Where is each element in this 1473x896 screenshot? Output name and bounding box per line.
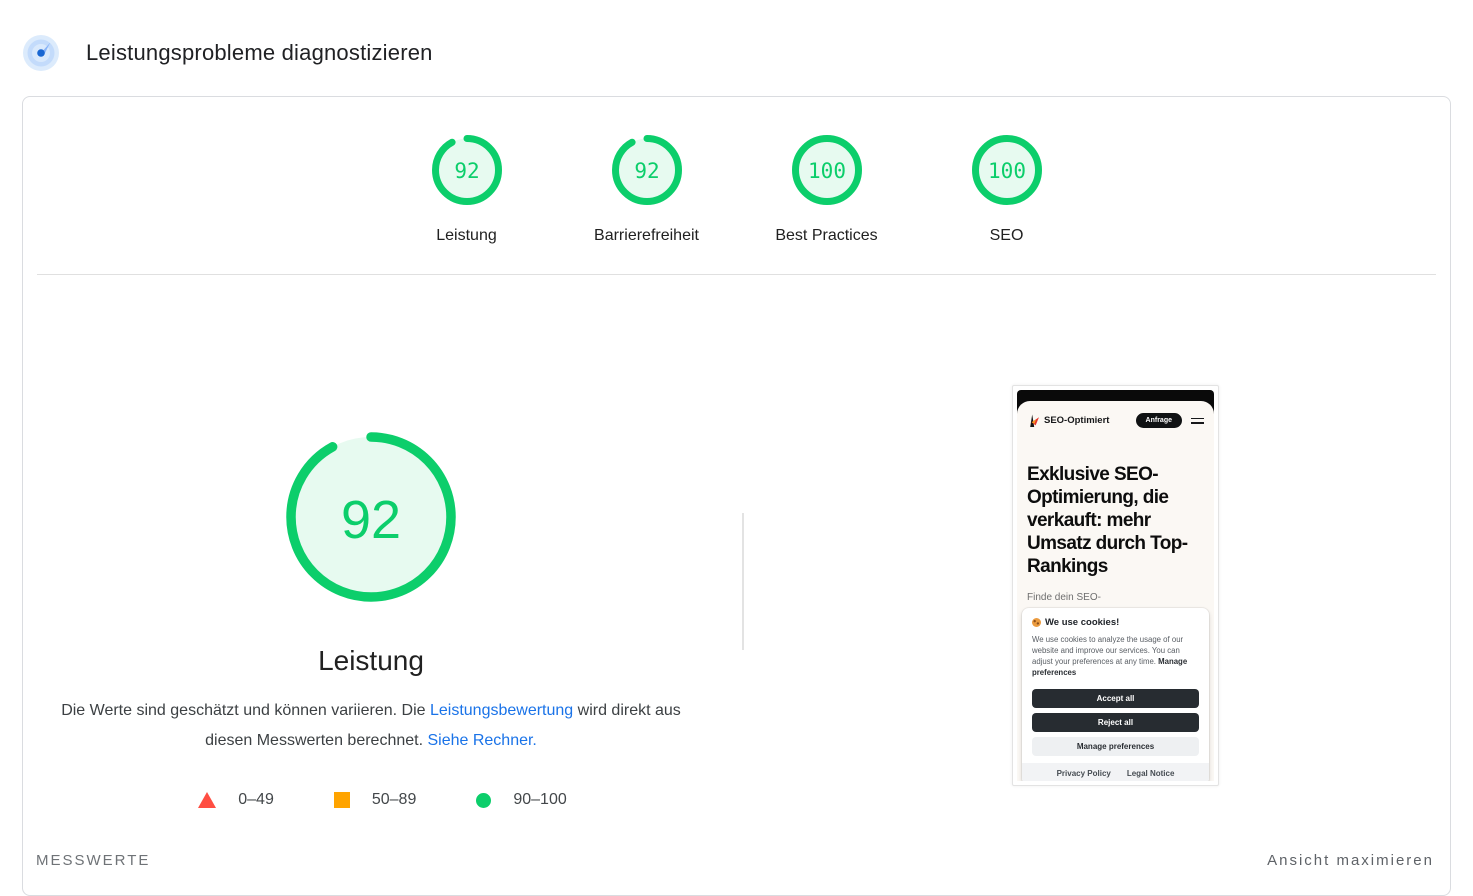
cookie-icon [1032,618,1041,627]
score-seo[interactable]: 100 SEO [917,135,1097,245]
screenshot-frame: SEO-Optimiert Anfrage Exklusive SEO-Opti… [1017,390,1214,781]
gauge-seo: 100 [971,135,1042,205]
screenshot-brand: SEO-Optimiert [1044,415,1110,426]
screenshot-cta-button: Anfrage [1135,413,1182,428]
legend-range: 90–100 [513,791,567,808]
legend-item-fail: 0–49 [198,791,274,809]
svg-text:92: 92 [454,159,479,183]
category-scores-row: 92 Leistung 92 Barrierefreiheit 100 Best… [23,135,1450,245]
cookie-banner-body: We use cookies to analyze the usage of o… [1032,634,1199,678]
vertical-divider [742,513,744,650]
red-triangle-icon [198,792,217,808]
svg-text:92: 92 [341,490,401,550]
cookie-footer-links: Privacy Policy Legal Notice [1022,763,1209,781]
svg-text:100: 100 [988,159,1026,183]
description-text: Die Werte sind geschätzt und können vari… [61,702,430,719]
screenshot-subtext: Finde dein SEO- [1027,592,1101,603]
score-label: SEO [989,227,1024,244]
manage-preferences-button: Manage preferences [1032,737,1199,756]
cookie-manage-inline-link: Manage preferences [1032,657,1188,677]
page-title: Leistungsprobleme diagnostizieren [86,40,433,65]
legend-item-average: 50–89 [333,791,417,809]
cookie-banner: We use cookies! We use cookies to analyz… [1022,608,1209,781]
metrics-section-heading: MESSWERTE [36,852,151,869]
cookie-banner-title: We use cookies! [1032,617,1199,628]
screenshot-site-content: SEO-Optimiert Anfrage Exklusive SEO-Opti… [1017,401,1214,781]
green-circle-icon [476,792,492,808]
reject-all-button: Reject all [1032,713,1199,732]
svg-text:100: 100 [808,159,846,183]
score-leistung[interactable]: 92 Leistung [377,135,557,245]
orange-square-icon [333,792,350,808]
legend-range: 0–49 [238,791,274,808]
page-screenshot-thumbnail[interactable]: SEO-Optimiert Anfrage Exklusive SEO-Opti… [1012,385,1219,786]
seo-optimiert-logo-icon [1030,414,1039,427]
section-divider [37,274,1436,275]
gauge-best-practices: 100 [791,135,862,205]
report-card: 92 Leistung 92 Barrierefreiheit 100 Best… [22,96,1451,896]
score-best-practices[interactable]: 100 Best Practices [737,135,917,245]
svg-text:92: 92 [634,159,659,183]
pagespeed-insights-icon [23,35,59,71]
leistungsbewertung-link[interactable]: Leistungsbewertung [429,702,574,719]
score-description: Die Werte sind geschätzt und können vari… [51,696,691,756]
legend-range: 50–89 [371,791,417,808]
cookie-title-text: We use cookies! [1045,617,1120,628]
score-label: Barrierefreiheit [594,227,699,244]
privacy-policy-link: Privacy Policy [1056,769,1111,778]
performance-gauge-label: Leistung [318,645,424,676]
gauge-barrierefreiheit: 92 [611,135,682,205]
accept-all-button: Accept all [1032,689,1199,708]
cookie-buttons: Accept all Reject all Manage preferences [1032,689,1199,756]
screenshot-headline: Exklusive SEO-Optimierung, die verkauft:… [1027,464,1188,577]
performance-gauge: 92 [283,429,459,605]
description-text: wird direkt aus diesen Messwerten berech… [205,702,681,749]
legend-item-pass: 90–100 [476,791,567,809]
score-label: Leistung [436,227,497,244]
score-label: Best Practices [775,227,878,244]
legal-notice-link: Legal Notice [1126,769,1175,778]
gauge-leistung: 92 [431,135,502,205]
screenshot-site-header: SEO-Optimiert Anfrage [1017,401,1214,428]
siehe-rechner-link[interactable]: Siehe Rechner. [427,732,537,749]
expand-view-button[interactable]: Ansicht maximieren [1267,852,1434,869]
page-header: Leistungsprobleme diagnostizieren [22,34,433,72]
score-legend: 0–49 50–89 90–100 [23,791,742,809]
score-barrierefreiheit[interactable]: 92 Barrierefreiheit [557,135,737,245]
hamburger-menu-icon [1191,415,1204,427]
cookie-body-text: We use cookies to analyze the usage of o… [1032,635,1184,666]
